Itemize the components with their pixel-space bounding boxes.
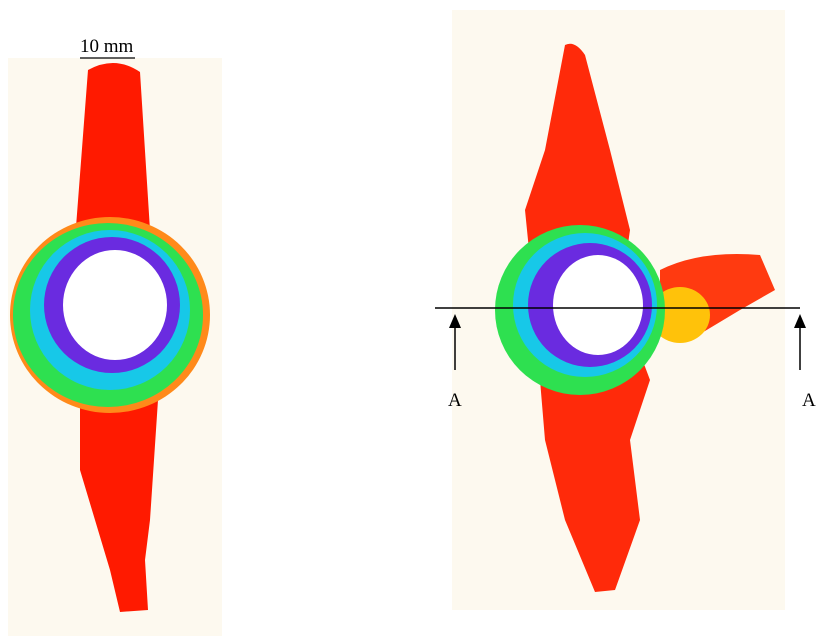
core bbox=[63, 250, 167, 360]
arrow-head bbox=[794, 314, 806, 328]
scale-label: 10 mm bbox=[80, 36, 134, 57]
section-label: A bbox=[802, 390, 816, 411]
right-specimen bbox=[452, 10, 785, 610]
left-specimen bbox=[8, 58, 222, 636]
figure: 10 mm A A bbox=[0, 0, 816, 639]
section-label: A bbox=[448, 390, 462, 411]
core bbox=[553, 255, 643, 355]
page: 10 mm A A (() => { const data = JSON.par… bbox=[0, 0, 816, 639]
